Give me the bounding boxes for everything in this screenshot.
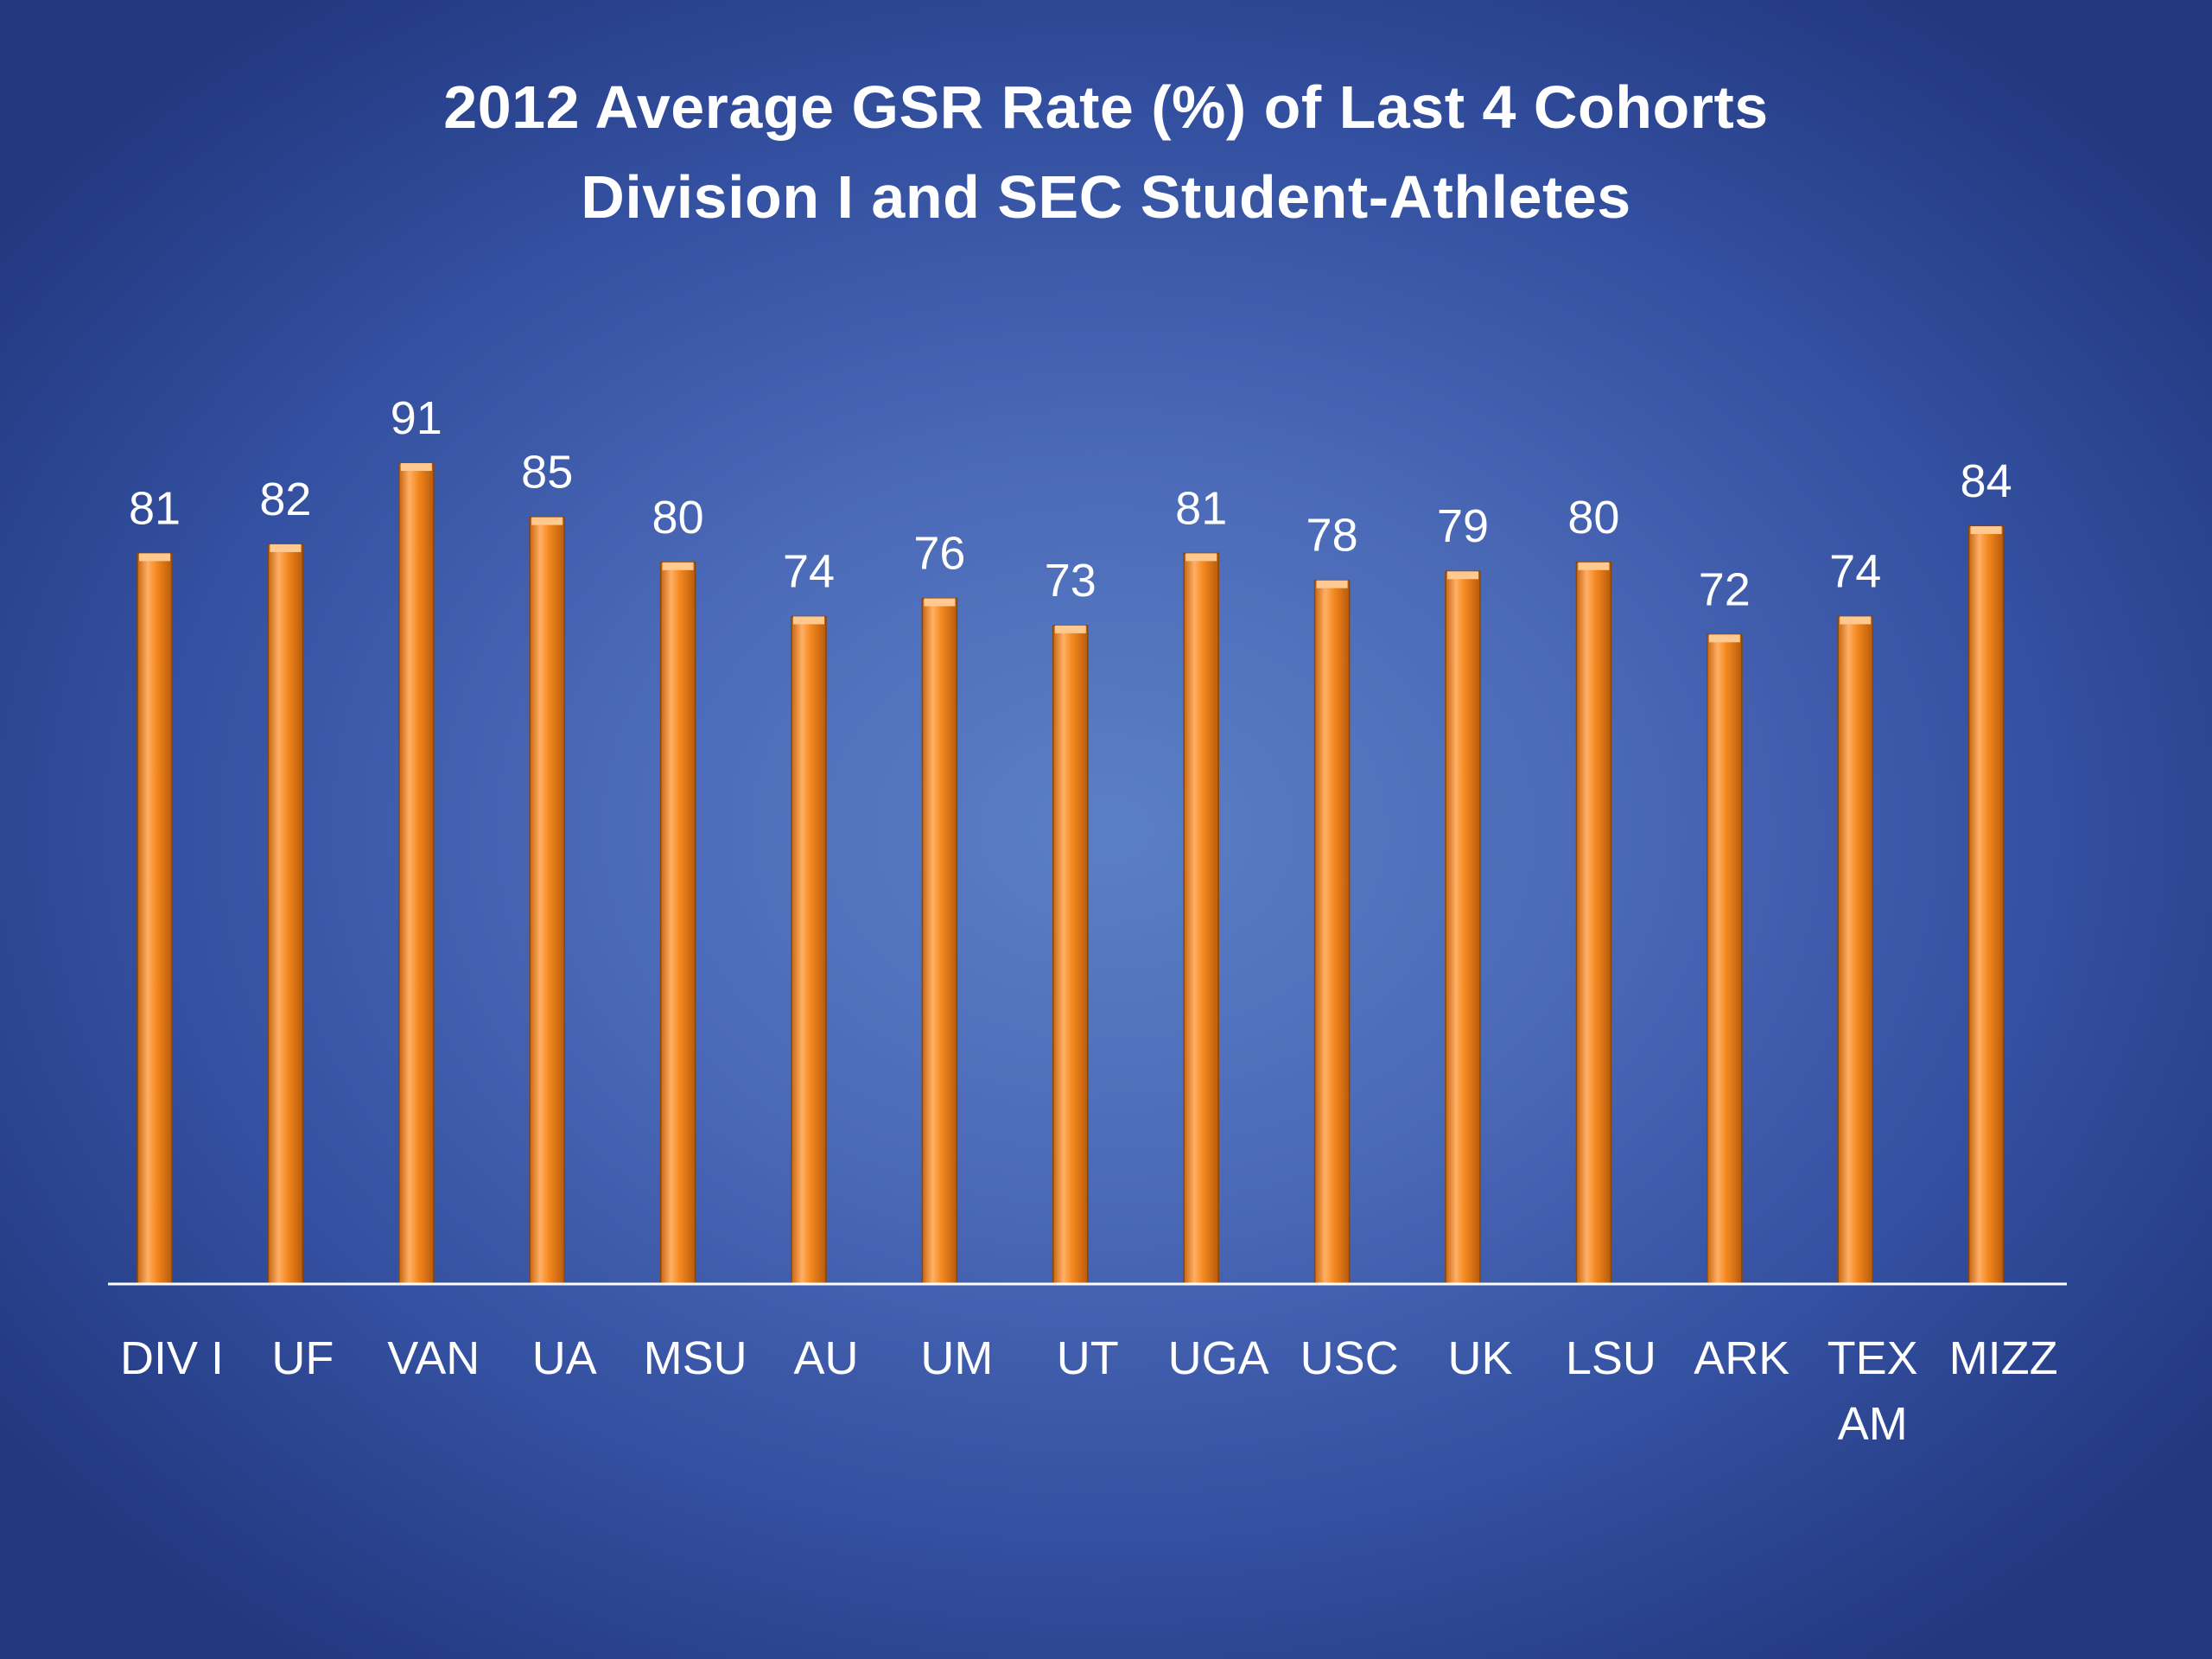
data-labels-group: 81 82 91 85 80 74 76 73 81 78 79 80 72 74 84 (129, 392, 2012, 615)
bar-uk (1445, 570, 1481, 1285)
bar-cap-msu (662, 562, 694, 570)
chart-title: 2012 Average GSR Rate (%) of Last 4 Coho… (443, 73, 1769, 141)
bar-cap-lsu (1578, 562, 1610, 570)
data-label-tex-am: 74 (1829, 545, 1881, 597)
chart-title-block: 2012 Average GSR Rate (%) of Last 4 Coho… (0, 62, 2212, 242)
data-label-uf: 82 (259, 474, 311, 525)
bar-cap-ua (531, 517, 563, 525)
x-tick-label-van: VAN (387, 1332, 480, 1384)
data-label-van: 91 (391, 392, 442, 444)
bar-cap-uk (1447, 571, 1478, 580)
x-tick-label-usc: USC (1300, 1332, 1399, 1384)
data-label-ark: 72 (1699, 563, 1751, 615)
x-tick-label-tex-am: TEX AM (1827, 1332, 1918, 1450)
bars-group (137, 462, 2005, 1285)
data-label-uk: 79 (1437, 500, 1489, 552)
bar-cap-mizz (1970, 526, 2002, 535)
bar-ark (1707, 633, 1743, 1285)
bar-tex-am (1837, 615, 1873, 1285)
bar-mizz (1967, 525, 2005, 1285)
data-label-div-i: 81 (129, 482, 181, 534)
bar-cap-tex-am (1840, 616, 1872, 625)
x-tick-label-ut: UT (1057, 1332, 1119, 1384)
bar-cap-uf (270, 543, 302, 552)
data-label-msu: 80 (652, 492, 704, 543)
data-label-mizz: 84 (1961, 455, 2012, 507)
x-tick-labels-group: DIV I UF VAN UA MSU AU UM UT UGA USC UK LSU ARK TEX AM… (120, 1332, 2058, 1450)
chart-subtitle: Division I and SEC Student-Athletes (581, 163, 1631, 231)
bar-ut (1052, 625, 1089, 1285)
bar-cap-div-i (139, 553, 170, 562)
bar-cap-ut (1054, 625, 1086, 633)
data-label-ua: 85 (521, 447, 573, 499)
data-label-lsu: 80 (1567, 492, 1619, 543)
data-label-ut: 73 (1045, 555, 1096, 607)
x-tick-label-ua: UA (532, 1332, 597, 1384)
x-tick-label-div-i: DIV I (120, 1332, 224, 1384)
bar-div-i (137, 552, 173, 1285)
bar-msu (659, 562, 696, 1285)
bar-cap-usc (1316, 580, 1348, 588)
data-label-uga: 81 (1175, 482, 1227, 534)
x-tick-label-um: UM (920, 1332, 993, 1384)
bar-lsu (1575, 562, 1612, 1285)
bar-cap-ark (1708, 634, 1740, 643)
bar-uf (267, 543, 304, 1285)
x-tick-label-uf: UF (271, 1332, 334, 1384)
x-tick-label-lsu: LSU (1566, 1332, 1656, 1384)
bar-um (921, 597, 958, 1285)
x-tick-label-msu: MSU (644, 1332, 747, 1384)
bar-usc (1313, 579, 1351, 1285)
bar-uga (1183, 552, 1219, 1285)
data-label-au: 74 (783, 545, 835, 597)
bar-cap-uga (1185, 553, 1217, 562)
x-tick-label-uk: UK (1447, 1332, 1512, 1384)
x-tick-label-au: AU (793, 1332, 858, 1384)
bar-van (398, 462, 435, 1285)
x-tick-label-mizz: MIZZ (1949, 1332, 2058, 1384)
data-label-um: 76 (913, 528, 965, 580)
x-tick-label-uga: UGA (1168, 1332, 1269, 1384)
data-label-usc: 78 (1306, 510, 1358, 562)
bar-cap-van (400, 462, 432, 471)
bar-ua (529, 516, 565, 1285)
bar-cap-au (793, 616, 824, 625)
x-tick-label-ark: ARK (1694, 1332, 1789, 1384)
bar-au (791, 615, 827, 1285)
bar-cap-um (924, 598, 956, 607)
